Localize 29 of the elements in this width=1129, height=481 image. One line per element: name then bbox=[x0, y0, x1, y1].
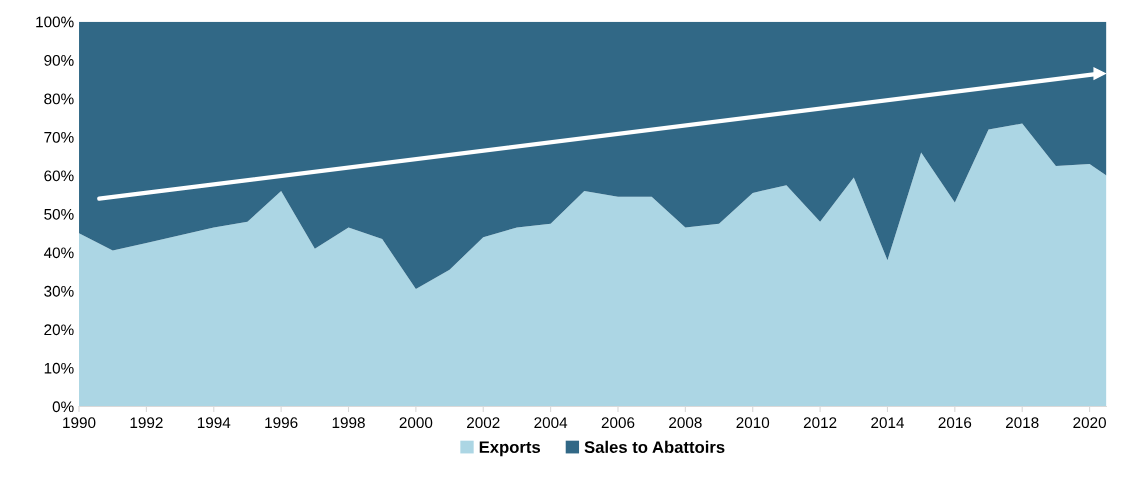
y-tick-label: 60% bbox=[44, 170, 74, 182]
y-tick-label: 0% bbox=[52, 401, 74, 413]
y-tick-label: 70% bbox=[44, 131, 74, 143]
y-tick-label: 50% bbox=[44, 208, 74, 220]
x-tick-label: 1990 bbox=[63, 417, 96, 429]
y-tick-label: 20% bbox=[44, 324, 74, 336]
x-tick-label: 2000 bbox=[399, 417, 433, 429]
y-tick-label: 40% bbox=[43, 247, 74, 259]
y-tick-label: 90% bbox=[44, 54, 74, 66]
legend-label: Exports bbox=[479, 441, 541, 457]
x-tick-label: 2020 bbox=[1073, 417, 1106, 429]
x-tick-label: 2006 bbox=[601, 417, 635, 429]
y-tick-label: 10% bbox=[44, 362, 74, 374]
x-tick-label: 1998 bbox=[332, 417, 365, 429]
x-tick-label: 2016 bbox=[938, 417, 972, 429]
x-tick-label: 1994 bbox=[197, 417, 231, 429]
y-tick-label: 80% bbox=[44, 93, 74, 105]
x-tick-label: 2004 bbox=[534, 417, 568, 429]
legend-label: Sales to Abattoirs bbox=[584, 440, 725, 454]
x-tick-label: 2010 bbox=[736, 417, 770, 429]
x-tick-label: 2014 bbox=[871, 417, 905, 429]
x-tick-label: 2012 bbox=[803, 417, 837, 429]
x-tick-label: 2018 bbox=[1005, 417, 1039, 429]
x-tick-label: 2002 bbox=[467, 417, 500, 429]
x-tick-label: 2008 bbox=[669, 417, 702, 429]
y-tick-label: 100% bbox=[36, 16, 74, 28]
x-tick-label: 1992 bbox=[130, 417, 163, 429]
x-tick-label: 1996 bbox=[265, 417, 298, 429]
y-tick-label: 30% bbox=[44, 285, 74, 297]
